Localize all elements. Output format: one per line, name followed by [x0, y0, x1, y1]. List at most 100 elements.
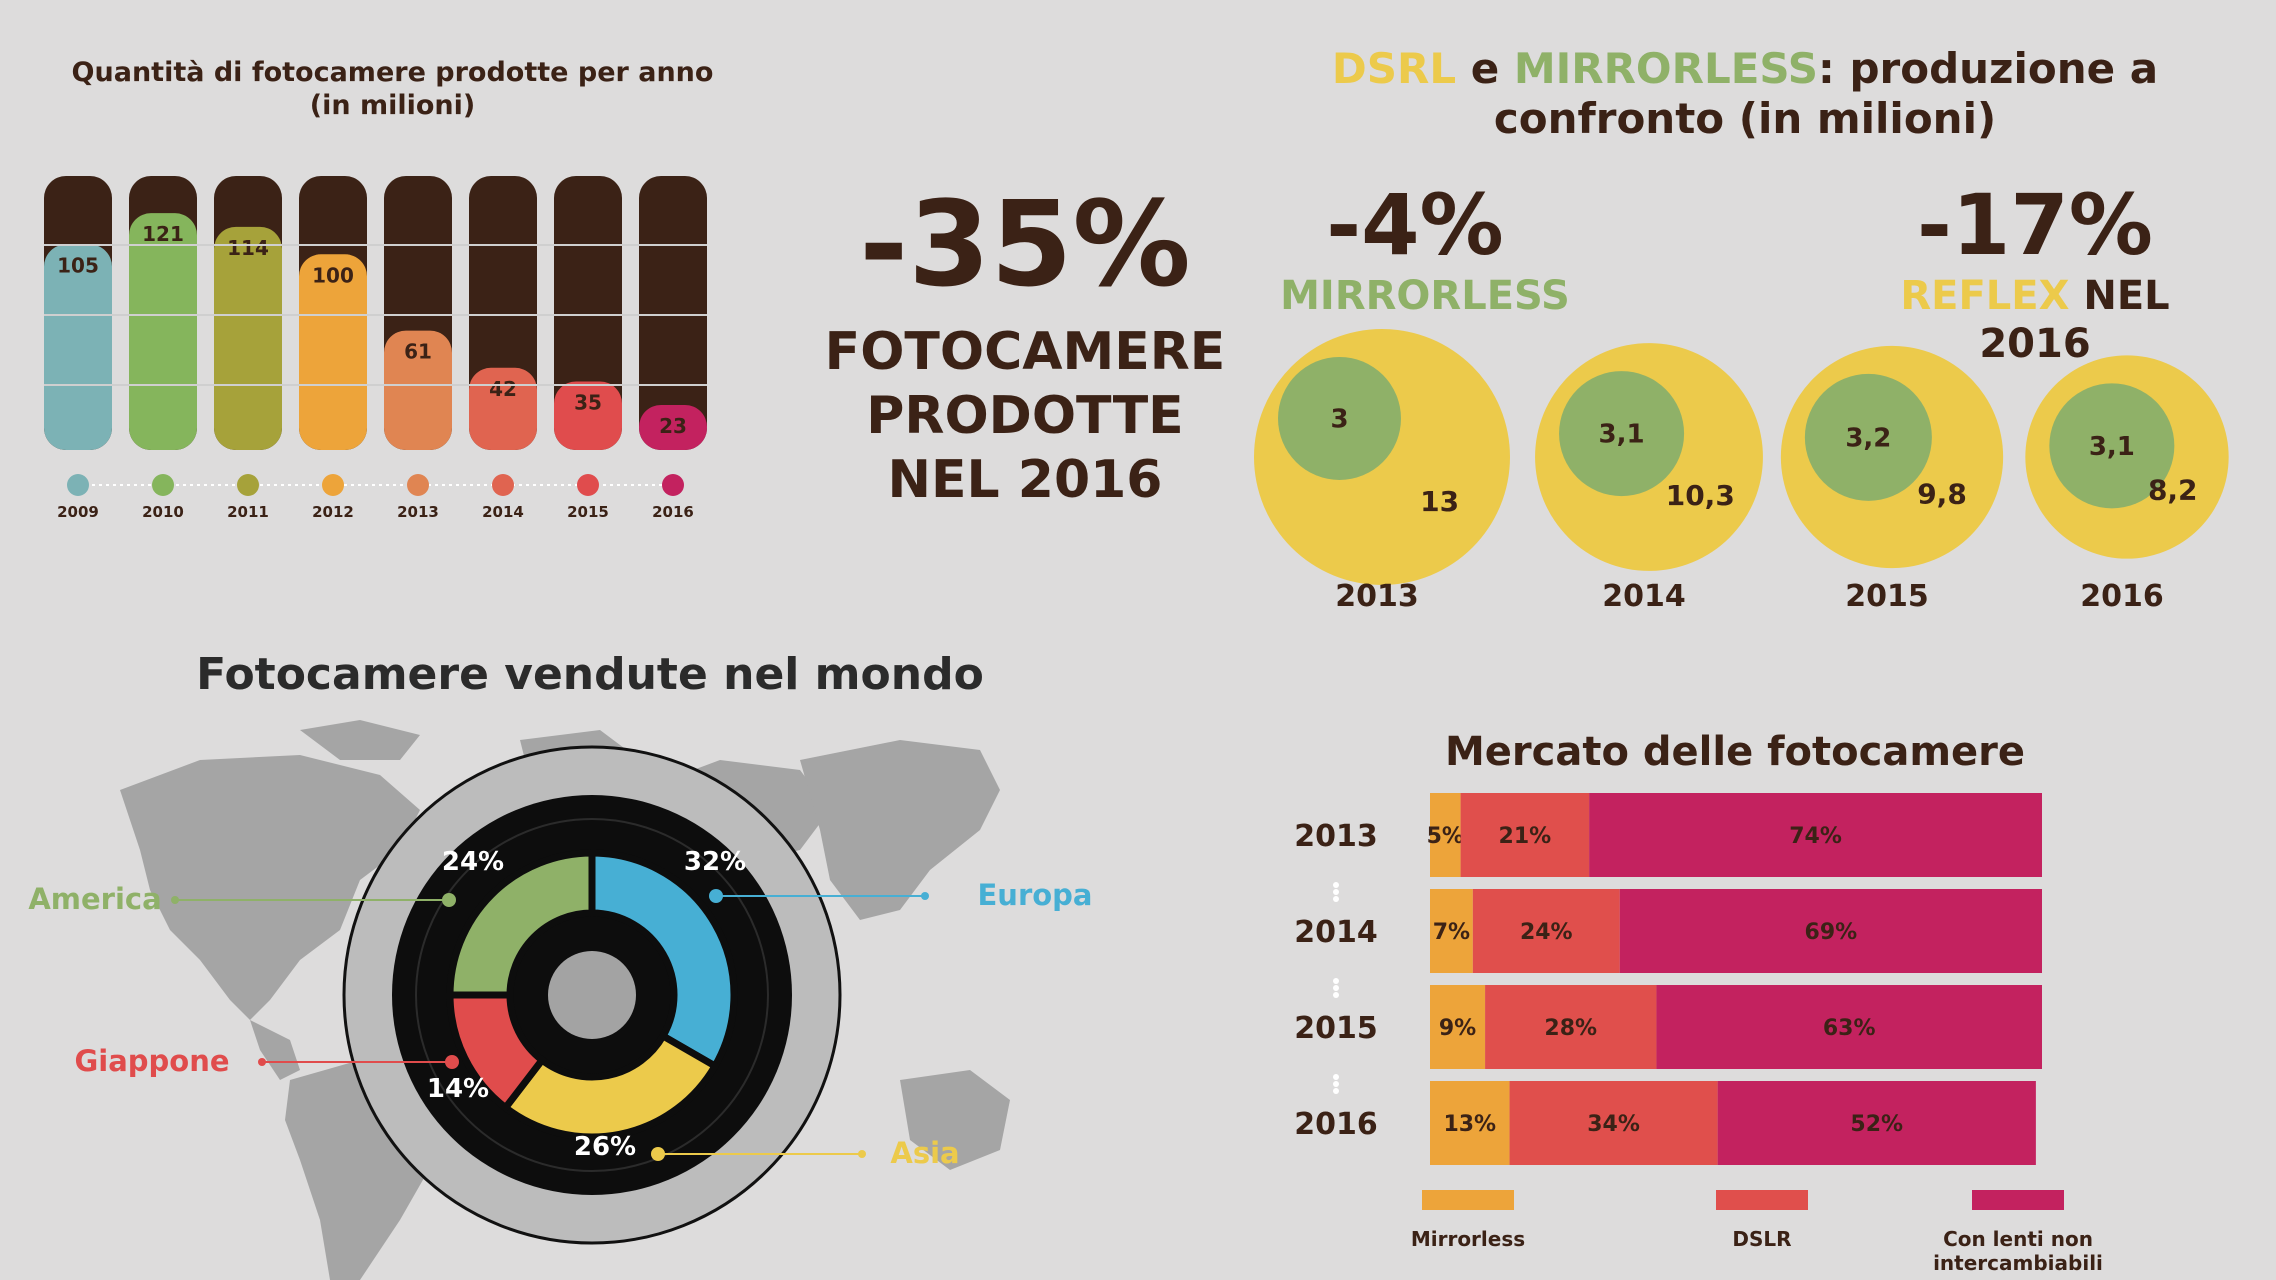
comparison-title: DSRL e MIRRORLESS: produzione a confront… [1270, 44, 2220, 144]
leader-end-dot [858, 1150, 866, 1158]
bar-value-label: 121 [142, 222, 184, 246]
right-label: REFLEX NEL 2016 [1870, 272, 2200, 368]
year-separator-dot [1333, 882, 1339, 888]
timeline-dot [237, 474, 259, 496]
bar-value-label: 23 [659, 414, 687, 438]
bar [384, 330, 452, 450]
leader-end-dot [921, 892, 929, 900]
comparison-title-e: e [1456, 44, 1514, 93]
headline-label: FOTOCAMERE PRODOTTE NEL 2016 [790, 320, 1260, 512]
world-title: Fotocamere vendute nel mondo [196, 649, 984, 700]
bar [44, 244, 112, 450]
leader-dot [442, 893, 456, 907]
stacked-segment [1509, 1081, 1718, 1165]
legend-label: Mirrorless [1411, 1227, 1525, 1251]
left-label: MIRRORLESS [1280, 273, 1570, 319]
production-title-line2: (in milioni) [309, 90, 476, 121]
legend-label: DSLR [1732, 1227, 1791, 1251]
market-stacked-bar-chart: 2013 5% 21% 74% 2014 7% 24% 69% 2015 9% 28% 63% 2016… [1294, 793, 2103, 1275]
comparison-title-line2: confronto (in milioni) [1493, 94, 1997, 143]
year-label: 2012 [312, 503, 354, 521]
year-label: 2013 [397, 503, 439, 521]
segment-percent-label: 28% [1544, 1016, 1597, 1041]
segment-percent-label: 63% [1823, 1016, 1876, 1041]
lens-center [548, 951, 636, 1039]
leader-dot [709, 889, 723, 903]
legend-swatch [1972, 1190, 2064, 1210]
segment-percent-label: 24% [1520, 920, 1573, 945]
year-label: 2013 [1294, 819, 1378, 854]
timeline-dot [67, 474, 89, 496]
comparison-title-rest: : produzione a [1818, 44, 2159, 93]
mirrorless-bubble [2049, 383, 2175, 509]
segment-percent-label: 34% [1587, 1112, 1640, 1137]
bar-value-label: 114 [227, 236, 269, 260]
segment-percent-label: 13% [1443, 1112, 1496, 1137]
production-bar-chart: 105 121 114 100 61 42 35 23 2009 2010 2011 2012 2013… [44, 176, 707, 521]
year-label: 2015 [1845, 579, 1929, 614]
leader-dot [445, 1055, 459, 1069]
leader-dot [651, 1147, 665, 1161]
segment-percent-label: 52% [1850, 1112, 1903, 1137]
slice-percent-label: 32% [684, 847, 746, 877]
legend-swatch [1422, 1190, 1514, 1210]
leader-end-dot [171, 896, 179, 904]
bar [639, 404, 707, 450]
left-percent: -4% [1326, 176, 1504, 274]
leader-end-dot [258, 1058, 266, 1066]
region-donut-chart: 32% 26% 14% 24% Europa Asia Giappone America [28, 745, 1093, 1245]
bar [214, 226, 282, 450]
year-label: 2009 [57, 503, 99, 521]
stacked-segment [1430, 985, 1486, 1069]
comparison-title-mirrorless: MIRRORLESS [1513, 44, 1819, 93]
right-label-reflex: REFLEX [1900, 273, 2070, 319]
market-title: Mercato delle fotocamere [1445, 729, 2025, 775]
right-percent: -17% [1917, 176, 2153, 274]
production-title: Quantità di fotocamere prodotte per anno… [20, 56, 765, 122]
stacked-segment [1717, 1081, 2036, 1165]
bar-value-label: 105 [57, 254, 99, 278]
year-separator-dot [1333, 889, 1339, 895]
region-label: Giappone [74, 1044, 229, 1078]
segment-percent-label: 74% [1789, 824, 1842, 849]
slice-percent-label: 24% [442, 847, 504, 877]
legend-label: Con lenti non [1943, 1227, 2093, 1251]
year-label: 2014 [482, 503, 524, 521]
bar [299, 254, 367, 450]
stacked-segment [1656, 985, 2042, 1069]
lens-inner-ring [415, 818, 769, 1172]
mirrorless-value-label: 3 [1330, 404, 1348, 434]
mirrorless-value-label: 3,1 [2089, 432, 2135, 462]
stacked-segment [1472, 889, 1620, 973]
segment-percent-label: 69% [1805, 920, 1858, 945]
legend-swatch [1716, 1190, 1808, 1210]
region-label: Europa [977, 878, 1092, 912]
year-separator-dot [1333, 992, 1339, 998]
timeline-dot [407, 474, 429, 496]
bar [469, 367, 537, 450]
timeline-dot [662, 474, 684, 496]
donut-slice [446, 849, 596, 999]
headline-label-line2: PRODOTTE [866, 386, 1184, 446]
segment-percent-label: 9% [1439, 1016, 1476, 1041]
segment-percent-label: 5% [1427, 824, 1464, 849]
reflex-value-label: 9,8 [1917, 478, 1967, 511]
year-label: 2016 [2080, 579, 2164, 614]
stacked-segment [1430, 1081, 1510, 1165]
reflex-value-label: 13 [1420, 485, 1459, 518]
region-label: Asia [890, 1136, 959, 1170]
bar-value-label: 100 [312, 263, 354, 287]
year-separator-dot [1333, 896, 1339, 902]
segment-percent-label: 21% [1499, 824, 1552, 849]
headline-percent: -35% [859, 175, 1191, 313]
timeline-dot [322, 474, 344, 496]
segment-percent-label: 7% [1433, 920, 1470, 945]
mirrorless-bubble [1804, 373, 1932, 501]
stacked-segment [1430, 889, 1473, 973]
year-separator-dot [1333, 1074, 1339, 1080]
year-label: 2015 [567, 503, 609, 521]
production-title-line1: Quantità di fotocamere prodotte per anno [71, 57, 714, 88]
donut-slice [500, 1031, 720, 1141]
right-label-year: 2016 [1979, 321, 2091, 367]
reflex-value-label: 8,2 [2148, 474, 2198, 507]
